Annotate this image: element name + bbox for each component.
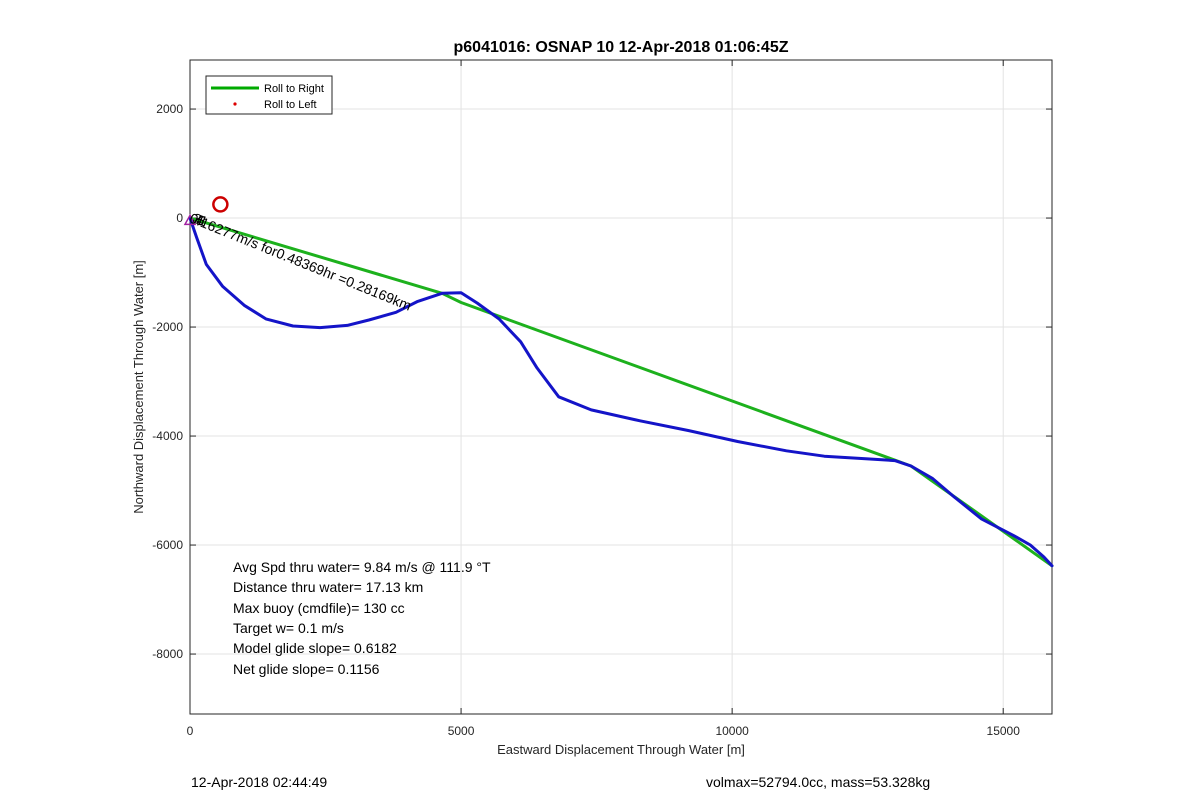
- series-layer: [188, 216, 1054, 568]
- footer-volmax-mass: volmax=52794.0cc, mass=53.328kg: [706, 774, 931, 790]
- marker-circle: [212, 196, 229, 213]
- marker-layer: [183, 196, 229, 226]
- marker-triangle: [183, 213, 197, 226]
- y-tick-label: -6000: [152, 538, 183, 552]
- legend-label-roll-right: Roll to Right: [264, 83, 324, 95]
- series-line-track: [188, 216, 1054, 568]
- x-tick-label: 10000: [715, 724, 749, 738]
- y-tick-label: 2000: [156, 102, 183, 116]
- legend-label-roll-left: Roll to Left: [264, 99, 317, 111]
- stats-block: Avg Spd thru water= 9.84 m/s @ 111.9 °T …: [233, 559, 491, 677]
- stats-max-buoy: Max buoy (cmdfile)= 130 cc: [233, 600, 405, 616]
- x-tick-label: 15000: [987, 724, 1021, 738]
- stats-model-glide-slope: Model glide slope= 0.6182: [233, 640, 397, 656]
- stats-net-glide-slope: Net glide slope= 0.1156: [233, 661, 380, 677]
- stats-avg-speed: Avg Spd thru water= 9.84 m/s @ 111.9 °T: [233, 559, 491, 575]
- legend-swatch-roll-left: [233, 102, 237, 106]
- y-tick-label: 0: [176, 211, 183, 225]
- y-axis-label: Northward Displacement Through Water [m]: [131, 260, 146, 514]
- chart-title: p6041016: OSNAP 10 12-Apr-2018 01:06:45Z: [454, 39, 789, 56]
- y-tick-label: -4000: [152, 429, 183, 443]
- plot-frame: [189, 59, 1053, 715]
- x-axis-label: Eastward Displacement Through Water [m]: [497, 742, 745, 757]
- x-tick-label: 5000: [448, 724, 475, 738]
- annotation-speed-segment: 0.16277m/s for0.48369hr =0.28169km: [187, 210, 413, 314]
- legend: Roll to Right Roll to Left: [205, 75, 333, 115]
- y-tick-label: -2000: [152, 320, 183, 334]
- stats-distance: Distance thru water= 17.13 km: [233, 579, 423, 595]
- footer-timestamp: 12-Apr-2018 02:44:49: [191, 774, 328, 790]
- legend-box: [205, 75, 333, 115]
- stats-target-w: Target w= 0.1 m/s: [233, 620, 344, 636]
- x-tick-label: 0: [187, 724, 194, 738]
- y-tick-label: -8000: [152, 647, 183, 661]
